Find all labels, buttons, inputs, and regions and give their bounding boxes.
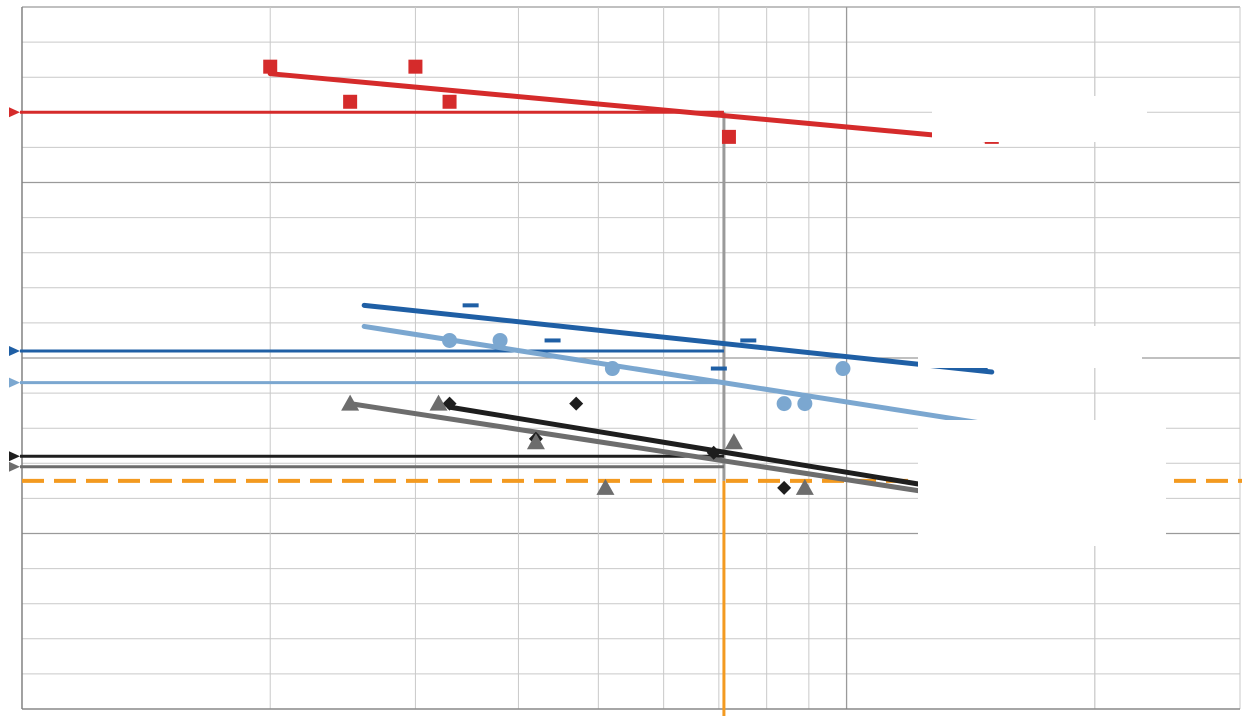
data-point [442,396,457,411]
data-point [706,445,721,460]
data-point [795,478,814,495]
legend-blank-top [932,96,1147,142]
trendline-layer [267,71,995,505]
data-point [341,394,360,411]
data-point [971,366,988,371]
data-point [777,480,792,495]
data-point [442,332,458,348]
legend-blank-lower [918,420,1166,546]
data-point [740,338,757,343]
data-point [710,366,727,371]
data-point [596,478,615,495]
data-point [776,396,792,412]
reference-layer [8,107,1242,716]
data-point [797,396,813,412]
trend-line [361,323,995,428]
trend-line [347,401,995,505]
trend-line [361,302,995,375]
data-point [724,433,743,450]
data-point [526,433,545,450]
data-point [263,59,278,74]
data-point [835,361,851,377]
data-point [429,394,448,411]
data-point [604,361,620,377]
data-point [343,94,358,109]
legend-blank-middle [918,326,1142,368]
data-point [408,59,423,74]
trend-line [267,71,995,143]
data-point [544,338,561,343]
data-point [569,396,584,411]
data-point [462,303,479,308]
legend-blank-layer [918,96,1166,546]
point-layer [263,59,999,495]
data-point [492,332,508,348]
data-point [442,94,457,109]
data-point [721,129,736,144]
